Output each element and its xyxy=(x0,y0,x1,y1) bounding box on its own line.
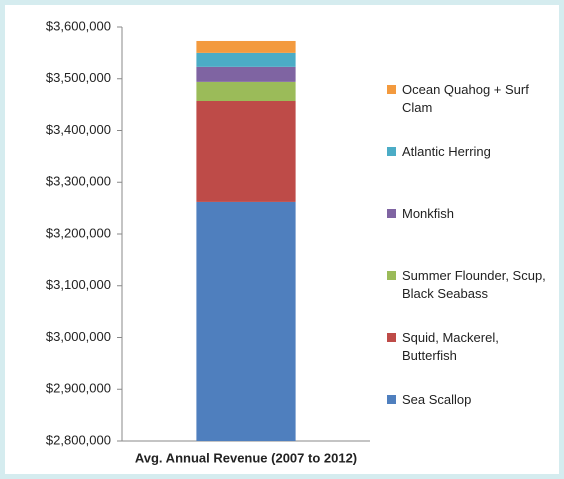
bar-segment xyxy=(196,66,296,82)
chart-panel: $2,800,000 $2,900,000 $3,000,000 $3,100,000… xyxy=(5,5,559,474)
y-tick-label: $3,500,000 xyxy=(46,70,111,85)
legend-swatch xyxy=(387,271,396,280)
y-tick-label: $2,800,000 xyxy=(46,432,111,447)
y-tick-label: $3,000,000 xyxy=(46,329,111,344)
legend-label: Summer Flounder, Scup, Black Seabass xyxy=(402,268,546,301)
y-tick-label: $3,600,000 xyxy=(46,18,111,33)
legend-item: Atlantic Herring xyxy=(387,143,547,161)
x-tick-label: Avg. Annual Revenue (2007 to 2012) xyxy=(135,450,357,465)
y-tick-label: $3,200,000 xyxy=(46,225,111,240)
y-tick-label: $2,900,000 xyxy=(46,381,111,396)
legend-item: Ocean Quahog + Surf Clam xyxy=(387,81,547,117)
legend-item: Monkfish xyxy=(387,205,547,223)
legend-label: Ocean Quahog + Surf Clam xyxy=(402,82,529,115)
chart: $2,800,000 $2,900,000 $3,000,000 $3,100,000… xyxy=(46,18,370,465)
bar-segment xyxy=(196,101,296,202)
legend-swatch xyxy=(387,333,396,342)
legend-swatch xyxy=(387,209,396,218)
legend-label: Monkfish xyxy=(402,206,455,221)
bar-segment xyxy=(196,201,296,441)
legend-swatch xyxy=(387,147,396,156)
bar-segment xyxy=(196,40,296,53)
legend-label: Squid, Mackerel, Butterfish xyxy=(402,330,499,363)
bar-segment xyxy=(196,81,296,102)
legend-label: Atlantic Herring xyxy=(402,144,491,159)
y-tick-label: $3,400,000 xyxy=(46,122,111,137)
legend-item: Sea Scallop xyxy=(387,391,547,409)
legend-swatch xyxy=(387,85,396,94)
bar-segment xyxy=(196,52,296,67)
legend-item: Summer Flounder, Scup, Black Seabass xyxy=(387,267,547,303)
y-tick-label: $3,100,000 xyxy=(46,277,111,292)
legend-item: Squid, Mackerel, Butterfish xyxy=(387,329,547,365)
legend-swatch xyxy=(387,395,396,404)
y-tick-label: $3,300,000 xyxy=(46,174,111,189)
legend-label: Sea Scallop xyxy=(402,392,472,407)
